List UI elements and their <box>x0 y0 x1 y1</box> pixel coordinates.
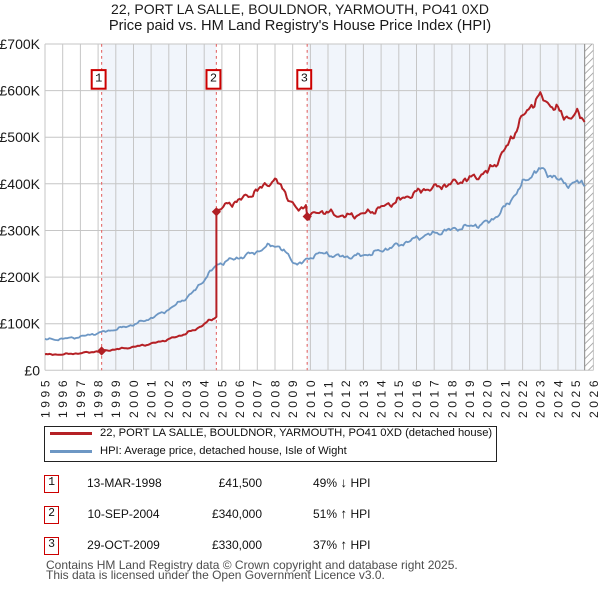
svg-text:2: 2 <box>210 71 217 85</box>
svg-text:1: 1 <box>95 71 102 85</box>
svg-text:1995: 1995 <box>38 377 52 418</box>
svg-text:2022: 2022 <box>516 377 530 418</box>
svg-text:2024: 2024 <box>551 377 565 418</box>
svg-text:£600K: £600K <box>0 83 41 99</box>
svg-text:2023: 2023 <box>534 377 548 418</box>
svg-text:2008: 2008 <box>268 377 282 418</box>
svg-text:2021: 2021 <box>498 377 512 418</box>
svg-text:£200K: £200K <box>0 269 41 285</box>
svg-text:2006: 2006 <box>233 377 247 418</box>
svg-text:£0: £0 <box>24 362 40 378</box>
svg-text:2000: 2000 <box>127 377 141 418</box>
svg-text:2002: 2002 <box>162 377 176 418</box>
svg-text:2026: 2026 <box>587 377 600 418</box>
svg-text:2025: 2025 <box>569 377 583 418</box>
svg-text:1997: 1997 <box>74 377 88 418</box>
svg-text:2020: 2020 <box>481 377 495 418</box>
svg-text:2001: 2001 <box>145 377 159 418</box>
svg-text:£500K: £500K <box>0 129 41 145</box>
svg-text:1996: 1996 <box>56 377 70 418</box>
svg-text:2019: 2019 <box>463 377 477 418</box>
svg-text:2015: 2015 <box>392 377 406 418</box>
svg-text:2012: 2012 <box>339 377 353 418</box>
svg-text:2016: 2016 <box>410 377 424 418</box>
svg-text:2013: 2013 <box>357 377 371 418</box>
svg-text:£400K: £400K <box>0 176 41 192</box>
svg-text:£100K: £100K <box>0 316 41 332</box>
svg-text:1999: 1999 <box>109 377 123 418</box>
svg-text:2004: 2004 <box>198 377 212 418</box>
svg-text:2018: 2018 <box>445 377 459 418</box>
svg-text:2007: 2007 <box>251 377 265 418</box>
svg-text:2014: 2014 <box>375 377 389 418</box>
svg-text:2010: 2010 <box>304 377 318 418</box>
svg-text:3: 3 <box>301 71 308 85</box>
svg-text:2005: 2005 <box>215 377 229 418</box>
svg-text:2003: 2003 <box>180 377 194 418</box>
svg-text:2017: 2017 <box>428 377 442 418</box>
svg-text:1998: 1998 <box>92 377 106 418</box>
svg-text:2011: 2011 <box>321 378 335 418</box>
svg-text:£700K: £700K <box>0 36 41 52</box>
svg-text:2009: 2009 <box>286 377 300 418</box>
svg-text:£300K: £300K <box>0 223 41 239</box>
